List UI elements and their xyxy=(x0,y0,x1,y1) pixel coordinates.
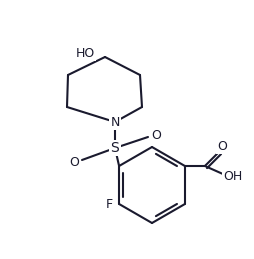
Text: HO: HO xyxy=(75,47,95,60)
Text: O: O xyxy=(69,155,79,169)
Text: F: F xyxy=(105,198,112,211)
Text: S: S xyxy=(110,141,119,155)
Text: N: N xyxy=(110,116,119,128)
Text: O: O xyxy=(216,140,226,153)
Text: O: O xyxy=(150,128,160,141)
Text: OH: OH xyxy=(223,169,242,183)
